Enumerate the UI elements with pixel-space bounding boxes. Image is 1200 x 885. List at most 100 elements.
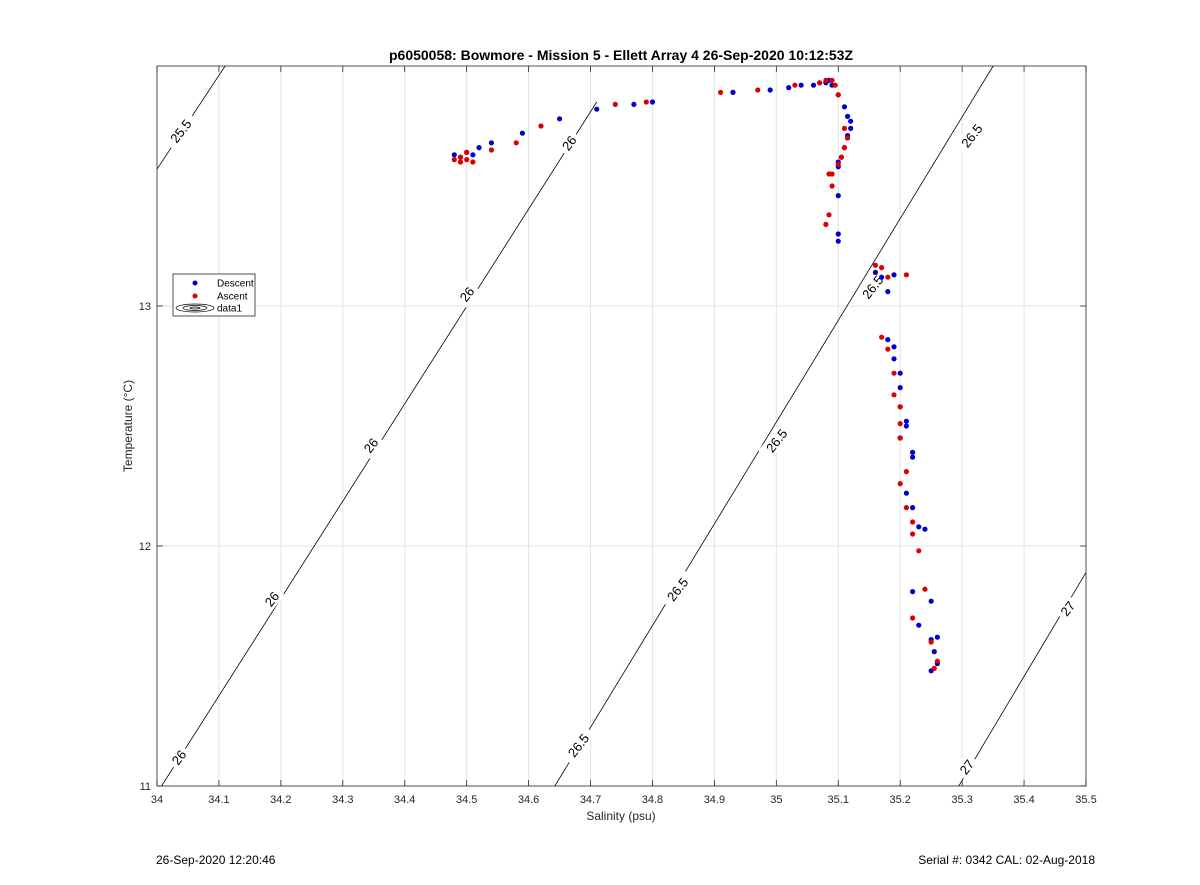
x-axis-label: Salinity (psu) <box>586 809 655 823</box>
ascent-point <box>835 92 841 98</box>
contour-label-group: 26 <box>165 743 192 771</box>
descent-point <box>841 104 848 110</box>
descent-point <box>909 449 916 455</box>
descent-point <box>891 356 897 362</box>
contour-label-group: 26 <box>357 431 384 459</box>
x-tick-label: 34.6 <box>518 794 539 806</box>
descent-point <box>879 274 885 280</box>
contour-label-group: 25.5 <box>162 110 199 151</box>
ascent-point <box>885 274 891 280</box>
footer-serial-cal: Serial #: 0342 CAL: 02-Aug-2018 <box>918 853 1095 867</box>
ascent-point <box>879 334 885 340</box>
descent-point <box>916 524 922 530</box>
ascent-point <box>717 89 724 95</box>
footer-timestamp: 26-Sep-2020 12:20:46 <box>156 853 276 867</box>
contour-label-group: 26 <box>453 280 480 308</box>
legend[interactable]: Descent Ascent data1 <box>172 273 256 317</box>
x-axis-ticks: 34 34.1 34.2 34.3 34.4 34.5 34.6 34.7 34.8 34.9 35… <box>151 66 1097 806</box>
y-tick-label: 12 <box>139 541 151 553</box>
descent-point <box>916 622 922 628</box>
descent-point <box>810 82 817 88</box>
contour-label-bg <box>953 753 980 781</box>
descent-point <box>594 106 600 112</box>
descent-point <box>848 118 854 124</box>
descent-point <box>786 85 792 91</box>
contour-label-group: 26.5 <box>854 266 891 307</box>
ascent-point <box>838 154 844 160</box>
ascent-point <box>488 147 495 153</box>
x-tick-label: 35.3 <box>951 794 972 806</box>
ascent-point <box>891 392 897 398</box>
legend-box <box>172 273 256 317</box>
descent-point <box>798 82 804 88</box>
ascent-point <box>464 149 470 155</box>
descent-point <box>903 423 909 429</box>
descent-point <box>476 145 482 151</box>
contour-label-bg <box>953 115 990 156</box>
x-tick-label: 34.8 <box>642 794 663 806</box>
descent-point <box>649 99 656 105</box>
ascent-point <box>835 161 841 167</box>
ascent-point <box>538 123 544 129</box>
ascent-point <box>464 157 470 163</box>
descent-point <box>909 505 916 511</box>
ascent-point <box>643 99 649 105</box>
descent-point <box>931 649 937 655</box>
contour-label-bg <box>555 129 582 157</box>
x-tick-label: 34.2 <box>270 794 291 806</box>
x-tick-label: 35 <box>770 794 782 806</box>
descent-point <box>903 418 909 424</box>
legend-contour-icon <box>175 303 215 313</box>
ascent-point <box>879 265 885 271</box>
density-contours <box>157 66 1086 786</box>
descent-point <box>909 454 916 460</box>
ascent-point <box>931 665 937 672</box>
ascent-point <box>826 171 832 177</box>
x-tick-label: 35.1 <box>828 794 849 806</box>
descent-point <box>730 89 736 95</box>
ascent-point <box>909 615 916 621</box>
ascent-point <box>829 77 835 83</box>
descent-point <box>934 634 940 640</box>
descent-point <box>872 269 879 275</box>
descent-point <box>767 87 773 93</box>
ascent-point <box>934 658 940 664</box>
x-tick-label: 35.2 <box>889 794 910 806</box>
contour-label-bg <box>357 431 384 459</box>
descent-point <box>897 370 903 376</box>
contour-label-group: 27 <box>1054 594 1081 622</box>
x-tick-label: 35.5 <box>1075 794 1096 806</box>
descent-point <box>470 152 476 158</box>
y-axis-ticks: 11 12 13 <box>139 301 1086 793</box>
ascent-point <box>612 101 618 107</box>
contour-label-bg <box>1054 594 1081 622</box>
contour-label-group: 26 <box>555 129 582 157</box>
ascent-point <box>897 421 903 427</box>
ascent-point <box>891 370 897 376</box>
ascent-point <box>903 505 909 511</box>
x-tick-label: 34 <box>151 794 163 806</box>
x-tick-label: 34.4 <box>394 794 415 806</box>
descent-point <box>835 193 841 199</box>
ascent-point <box>817 80 823 86</box>
legend-ascent-marker <box>192 293 198 299</box>
descent-point <box>928 598 934 604</box>
ascent-point <box>903 272 909 278</box>
legend-descent-marker <box>192 280 198 286</box>
legend-data1-label: data1 <box>217 304 242 315</box>
plot-axes-box <box>156 65 1087 787</box>
contour-label-group: 26.5 <box>659 569 696 610</box>
ascent-point <box>903 469 909 475</box>
y-axis-label: Temperature (°C) <box>121 380 135 472</box>
descent-point <box>922 526 928 532</box>
y-tick-label: 11 <box>140 781 151 793</box>
descent-point <box>891 272 897 278</box>
ascent-point <box>885 346 891 352</box>
contour-label-bg <box>758 420 795 461</box>
ascent-point <box>755 87 761 93</box>
x-tick-label: 34.3 <box>332 794 353 806</box>
contour-label-group: 26 <box>258 585 285 613</box>
ascent-point <box>823 77 829 83</box>
ascent-point <box>451 157 457 163</box>
